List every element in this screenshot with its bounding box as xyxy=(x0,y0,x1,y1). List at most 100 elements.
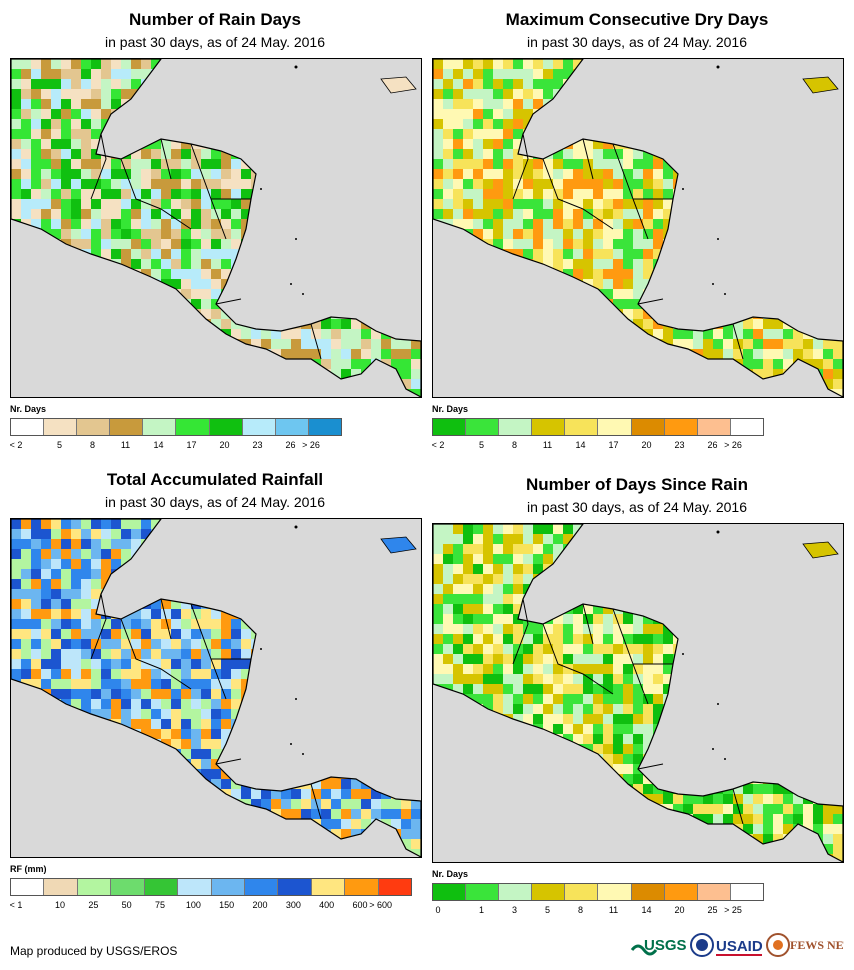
total-rainfall-title: Total Accumulated Rainfall xyxy=(106,470,324,489)
total-rainfall-legend-swatch xyxy=(77,879,112,895)
max-dry-days-legend-swatch xyxy=(433,419,467,435)
days-since-rain-legend-swatch xyxy=(466,884,500,900)
rain-days-legend-swatch xyxy=(308,419,341,435)
max-dry-days-legend-swatch xyxy=(730,419,763,435)
total-rainfall-legend-label: 25 xyxy=(88,900,99,910)
max-dry-days-legend-label: > 26 xyxy=(724,440,742,450)
total-rainfall-legend-swatch xyxy=(244,879,279,895)
max-dry-days-legend-swatch xyxy=(532,419,566,435)
fewsnet-logo-text: FEWS NET xyxy=(790,938,844,952)
rain-days-legend-label: > 26 xyxy=(302,440,320,450)
rain-days-legend-swatch xyxy=(176,419,210,435)
panel-rain-days: Number of Rain Days in past 30 days, as o… xyxy=(10,10,422,470)
rain-days-legend-label: 11 xyxy=(120,440,131,450)
usaid-logo-text: USAID xyxy=(716,938,763,955)
max-dry-days-legend-swatch xyxy=(466,419,500,435)
days-since-rain-legend-label: 3 xyxy=(511,905,518,915)
rain-days-legend-swatch xyxy=(11,419,45,435)
days-since-rain-legend-swatch xyxy=(697,884,731,900)
total-rainfall-legend-swatch xyxy=(178,879,212,895)
days-since-rain-map xyxy=(432,523,844,863)
rain-days-legend-swatch xyxy=(209,419,243,435)
total-rainfall-legend-label: 400 xyxy=(319,900,335,910)
max-dry-days-legend-swatch xyxy=(631,419,665,435)
days-since-rain-legend-label: 0 xyxy=(435,905,441,915)
days-since-rain-legend-labels: 0 1 3 5 8 11 14 20 25 > 25 xyxy=(432,905,762,917)
max-dry-days-legend-swatch xyxy=(499,419,533,435)
panel-max-dry-days: Maximum Consecutive Dry Days in past 30 d… xyxy=(432,10,844,470)
rain-days-legend-swatch xyxy=(44,419,78,435)
max-dry-days-legend-label: 20 xyxy=(641,440,652,450)
total-rainfall-map xyxy=(10,518,422,858)
total-rainfall-legend-title: RF (mm) xyxy=(10,864,47,874)
rain-days-legend-swatch xyxy=(143,419,177,435)
total-rainfall-legend-swatch xyxy=(11,879,45,895)
max-dry-days-legend-labels: < 2 5 8 11 14 17 20 23 26 > 26 xyxy=(432,440,762,452)
rain-days-legend-swatch xyxy=(275,419,309,435)
max-dry-days-legend-swatch xyxy=(598,419,632,435)
days-since-rain-legend-label: 5 xyxy=(544,905,551,915)
total-rainfall-legend-bar xyxy=(10,878,412,896)
rain-days-legend-label: 23 xyxy=(252,440,263,450)
rain-days-legend-label: 8 xyxy=(89,440,96,450)
usgs-logo-text: USGS xyxy=(644,937,687,954)
max-dry-days-legend-label: < 2 xyxy=(431,440,445,450)
days-since-rain-legend-swatch xyxy=(631,884,665,900)
rain-days-legend-title: Nr. Days xyxy=(10,404,47,414)
rain-days-subtitle: in past 30 days, as of 24 May. 2016 xyxy=(105,34,325,50)
days-since-rain-legend-label: 1 xyxy=(478,905,485,915)
total-rainfall-legend-swatch xyxy=(144,879,179,895)
days-since-rain-legend-swatch xyxy=(433,884,467,900)
total-rainfall-legend-label: 100 xyxy=(185,900,201,910)
total-rainfall-legend-label: 300 xyxy=(285,900,301,910)
max-dry-days-subtitle: in past 30 days, as of 24 May. 2016 xyxy=(527,34,747,50)
total-rainfall-subtitle: in past 30 days, as of 24 May. 2016 xyxy=(105,494,325,510)
max-dry-days-legend-label: 14 xyxy=(575,440,586,450)
days-since-rain-legend-swatch xyxy=(532,884,566,900)
total-rainfall-legend-label: 200 xyxy=(252,900,268,910)
max-dry-days-legend-label: 8 xyxy=(511,440,518,450)
max-dry-days-legend-swatch xyxy=(697,419,731,435)
max-dry-days-legend-label: 11 xyxy=(542,440,553,450)
rain-days-map xyxy=(10,58,422,398)
days-since-rain-legend-label: 25 xyxy=(707,905,718,915)
panel-days-since-rain: Number of Days Since Rain in past 30 days… xyxy=(432,475,844,935)
days-since-rain-legend-title: Nr. Days xyxy=(432,869,469,879)
total-rainfall-legend-label: > 600 xyxy=(369,900,393,910)
rain-days-legend-bar xyxy=(10,418,342,436)
max-dry-days-legend-swatch xyxy=(664,419,698,435)
rain-days-legend-swatch xyxy=(77,419,111,435)
rain-days-legend-swatch xyxy=(110,419,144,435)
days-since-rain-legend-bar xyxy=(432,883,764,901)
total-rainfall-legend-label: 50 xyxy=(121,900,132,910)
total-rainfall-legend-label: 600 xyxy=(352,900,368,910)
total-rainfall-legend-swatch xyxy=(311,879,346,895)
panel-total-rainfall: Total Accumulated Rainfall in past 30 day… xyxy=(9,470,422,930)
max-dry-days-legend-label: 5 xyxy=(478,440,485,450)
max-dry-days-map xyxy=(432,58,844,398)
rain-days-legend-label: 20 xyxy=(219,440,230,450)
max-dry-days-legend-swatch xyxy=(565,419,599,435)
days-since-rain-legend-label: 11 xyxy=(608,905,619,915)
days-since-rain-legend-swatch xyxy=(565,884,599,900)
partner-logos: USGS USAID FEWS NET xyxy=(630,930,852,960)
total-rainfall-legend-swatch xyxy=(278,879,312,895)
max-dry-days-legend-label: 23 xyxy=(674,440,685,450)
total-rainfall-legend-swatch xyxy=(378,879,412,895)
days-since-rain-legend-swatch xyxy=(730,884,763,900)
days-since-rain-legend-swatch xyxy=(598,884,632,900)
days-since-rain-legend-label: 8 xyxy=(577,905,584,915)
total-rainfall-legend-swatch xyxy=(211,879,245,895)
max-dry-days-legend-label: 17 xyxy=(608,440,619,450)
usgs-logo: USGS xyxy=(630,937,687,956)
rain-days-legend-label: 14 xyxy=(153,440,164,450)
total-rainfall-legend-label: 75 xyxy=(154,900,166,910)
total-rainfall-legend-swatch xyxy=(44,879,78,895)
max-dry-days-legend-bar xyxy=(432,418,764,436)
days-since-rain-legend-swatch xyxy=(664,884,698,900)
total-rainfall-legend-label: < 1 xyxy=(9,900,23,910)
days-since-rain-legend-label: 14 xyxy=(641,905,652,915)
total-rainfall-legend-swatch xyxy=(345,879,379,895)
rain-days-legend-label: 17 xyxy=(186,440,197,450)
total-rainfall-legend-swatch xyxy=(111,879,145,895)
